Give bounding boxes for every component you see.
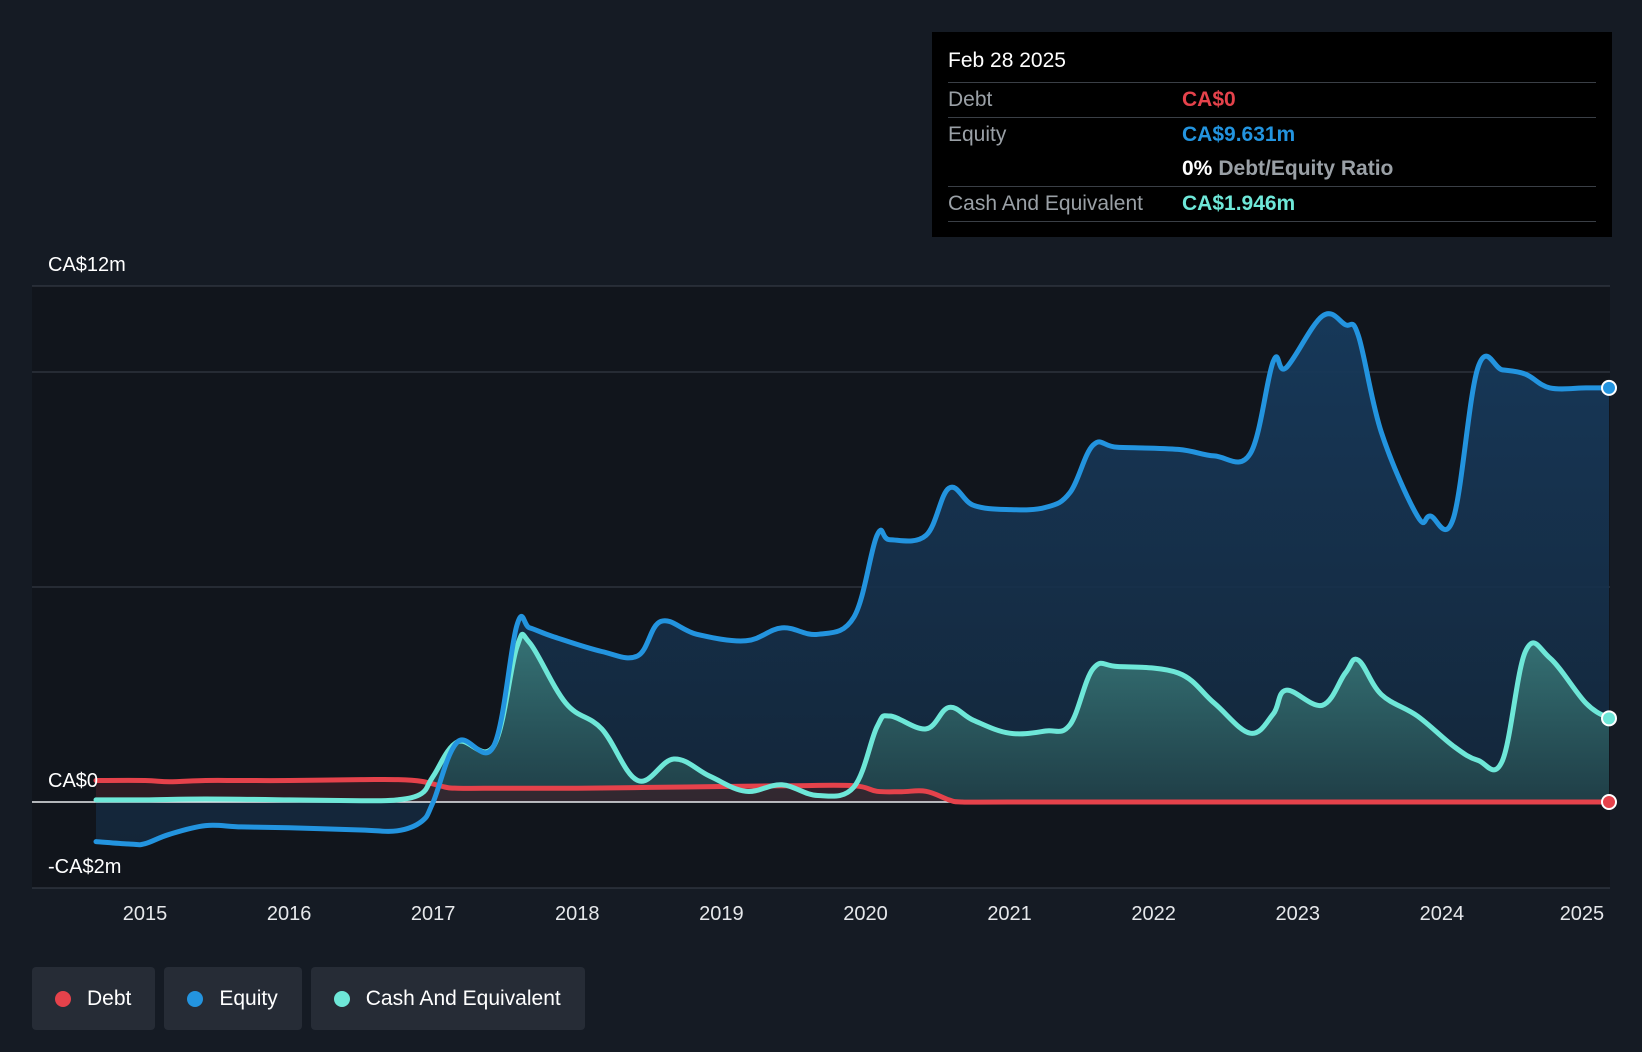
legend-dot-cash-icon <box>333 990 350 1007</box>
y-tick-label: CA$0 <box>48 770 98 792</box>
x-tick-label: 2023 <box>1276 903 1321 925</box>
tooltip-row-ratio: 0% Debt/Equity Ratio <box>948 152 1596 186</box>
tooltip-cash-label: Cash And Equivalent <box>948 192 1143 215</box>
legend-label-equity: Equity <box>219 986 278 1010</box>
tooltip-panel: Feb 28 2025 Debt CA$0 Equity CA$9.631m 0… <box>932 32 1612 237</box>
end-marker-cash-and-equivalent <box>1601 710 1617 727</box>
y-tick-label: CA$12m <box>48 254 126 276</box>
series-lines <box>93 311 1612 848</box>
legend-item-cash[interactable]: Cash And Equivalent <box>310 967 585 1030</box>
tooltip-cash-value: CA$1.946m <box>1182 192 1296 215</box>
x-tick-label: 2025 <box>1560 903 1605 925</box>
y-axis-labels: CA$12m CA$0 -CA$2m <box>48 254 126 878</box>
tooltip-row-equity: Equity CA$9.631m <box>948 117 1596 152</box>
legend-item-equity[interactable]: Equity <box>164 967 302 1030</box>
x-tick-label: 2015 <box>123 903 168 925</box>
x-tick-label: 2020 <box>843 903 888 925</box>
tooltip-debt-label: Debt <box>948 88 993 111</box>
end-marker-debt <box>1601 794 1617 810</box>
tooltip-ratio-value: 0% <box>1182 157 1213 180</box>
tooltip-ratio-label: Debt/Equity Ratio <box>1218 157 1394 180</box>
x-tick-label: 2024 <box>1420 903 1465 925</box>
tooltip-equity-label: Equity <box>948 123 1007 146</box>
legend-label-debt: Debt <box>87 986 132 1010</box>
end-marker-equity <box>1601 379 1617 396</box>
tooltip-row-debt: Debt CA$0 <box>948 82 1596 117</box>
legend-dot-debt-icon <box>55 990 71 1007</box>
line-debt <box>93 776 1612 805</box>
x-tick-label: 2022 <box>1131 903 1176 925</box>
tooltip-row-cash: Cash And Equivalent CA$1.946m <box>948 186 1596 222</box>
tooltip-debt-value: CA$0 <box>1182 88 1236 111</box>
legend-label-cash: Cash And Equivalent <box>365 986 561 1010</box>
x-tick-label: 2017 <box>411 903 456 925</box>
end-markers <box>1601 379 1617 810</box>
tooltip-date: Feb 28 2025 <box>948 49 1066 72</box>
x-axis-labels: 2015 2016 2017 2018 2019 2020 2021 2022 2023 2024… <box>123 903 1604 925</box>
x-tick-label: 2016 <box>267 903 312 925</box>
area-equity <box>96 313 1609 845</box>
x-tick-label: 2021 <box>987 903 1032 925</box>
legend-dot-equity-icon <box>187 990 204 1007</box>
y-tick-label: -CA$2m <box>48 856 121 878</box>
area-cash-and-equivalent <box>96 634 1609 802</box>
legend-item-debt[interactable]: Debt <box>32 967 156 1030</box>
chart-legend: Debt Equity Cash And Equivalent <box>32 967 585 1030</box>
line-equity <box>93 311 1612 848</box>
x-tick-label: 2019 <box>699 903 744 925</box>
x-tick-label: 2018 <box>555 903 600 925</box>
tooltip-equity-value: CA$9.631m <box>1182 123 1296 146</box>
